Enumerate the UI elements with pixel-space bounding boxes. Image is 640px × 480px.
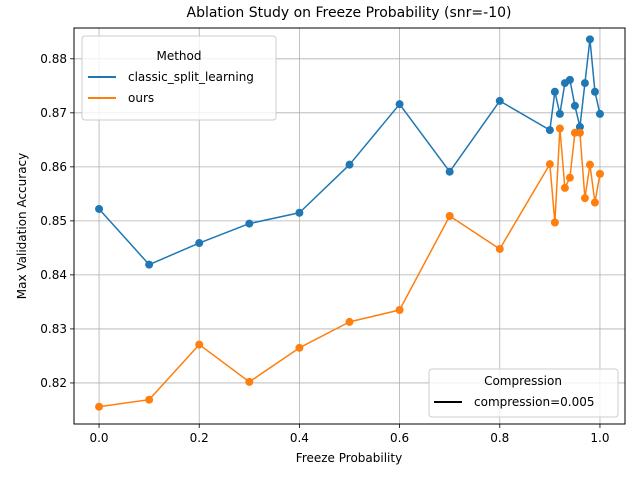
data-point-ours	[295, 343, 304, 352]
x-tick-label: 1.0	[590, 431, 609, 445]
y-tick-label: 0.83	[40, 322, 67, 336]
x-axis-ticks: 0.0 0.2 0.4 0.6 0.8 1.0	[89, 424, 610, 445]
data-point-ours	[95, 402, 104, 411]
y-tick-label: 0.84	[40, 268, 67, 282]
data-point-ours	[560, 183, 569, 192]
y-axis-title: Max Validation Accuracy	[15, 153, 29, 299]
x-tick-label: 0.8	[490, 431, 509, 445]
data-point-ours	[545, 160, 554, 169]
legend-method-title: Method	[156, 49, 201, 63]
y-tick-label: 0.88	[40, 52, 67, 66]
data-point-ours	[345, 317, 354, 326]
legend-label-compression: compression=0.005	[474, 395, 595, 409]
legend-label-ours: ours	[128, 91, 154, 105]
y-tick-label: 0.86	[40, 160, 67, 174]
data-point-ours	[495, 244, 504, 253]
data-point-classic_split_learning	[580, 79, 589, 88]
plot-frame	[73, 27, 626, 425]
legend-compression: Compression compression=0.005	[428, 368, 619, 418]
y-axis-ticks: 0.82 0.83 0.84 0.85 0.86 0.87 0.88	[40, 52, 74, 390]
series-layer	[95, 35, 604, 411]
data-point-classic_split_learning	[195, 239, 204, 248]
data-point-ours	[145, 395, 154, 404]
x-tick-label: 0.2	[190, 431, 209, 445]
data-point-classic_split_learning	[445, 167, 454, 176]
data-point-ours	[550, 218, 559, 227]
legend-label-classic: classic_split_learning	[128, 70, 254, 84]
data-point-classic_split_learning	[495, 96, 504, 105]
y-tick-label: 0.85	[40, 214, 67, 228]
x-axis-title: Freeze Probability	[296, 451, 402, 465]
legend-compression-frame	[428, 368, 619, 418]
data-point-ours	[195, 340, 204, 349]
data-point-classic_split_learning	[245, 219, 254, 228]
data-point-classic_split_learning	[145, 260, 154, 269]
y-tick-label: 0.82	[40, 376, 67, 390]
data-point-classic_split_learning	[575, 122, 584, 131]
data-point-classic_split_learning	[555, 109, 564, 118]
series-ours	[95, 124, 604, 411]
x-tick-label: 0.4	[290, 431, 309, 445]
data-point-ours	[590, 198, 599, 207]
data-point-ours	[565, 173, 574, 182]
data-point-classic_split_learning	[570, 101, 579, 110]
series-classic_split_learning	[95, 35, 604, 269]
legend-compression-title: Compression	[484, 374, 562, 388]
data-point-ours	[585, 160, 594, 169]
legend-method: Method classic_split_learning ours	[81, 35, 277, 121]
data-point-classic_split_learning	[95, 204, 104, 213]
data-point-classic_split_learning	[295, 208, 304, 217]
legend-method-frame	[81, 35, 277, 121]
data-point-classic_split_learning	[565, 75, 574, 84]
x-tick-label: 0.0	[89, 431, 108, 445]
data-point-ours	[445, 212, 454, 221]
series-line-ours	[98, 127, 601, 408]
chart-title: Ablation Study on Freeze Probability (sn…	[187, 5, 512, 21]
data-point-classic_split_learning	[595, 109, 604, 118]
data-point-ours	[245, 377, 254, 386]
data-point-classic_split_learning	[395, 100, 404, 109]
data-point-classic_split_learning	[585, 35, 594, 44]
x-tick-label: 0.6	[390, 431, 409, 445]
y-tick-label: 0.87	[40, 106, 67, 120]
data-point-classic_split_learning	[590, 87, 599, 96]
series-line-classic_split_learning	[98, 38, 601, 266]
data-point-ours	[575, 128, 584, 137]
data-point-ours	[395, 306, 404, 315]
data-point-ours	[555, 124, 564, 133]
data-point-classic_split_learning	[345, 160, 354, 169]
data-point-classic_split_learning	[545, 126, 554, 135]
data-point-ours	[580, 194, 589, 203]
data-point-ours	[595, 169, 604, 178]
data-point-classic_split_learning	[550, 87, 559, 96]
